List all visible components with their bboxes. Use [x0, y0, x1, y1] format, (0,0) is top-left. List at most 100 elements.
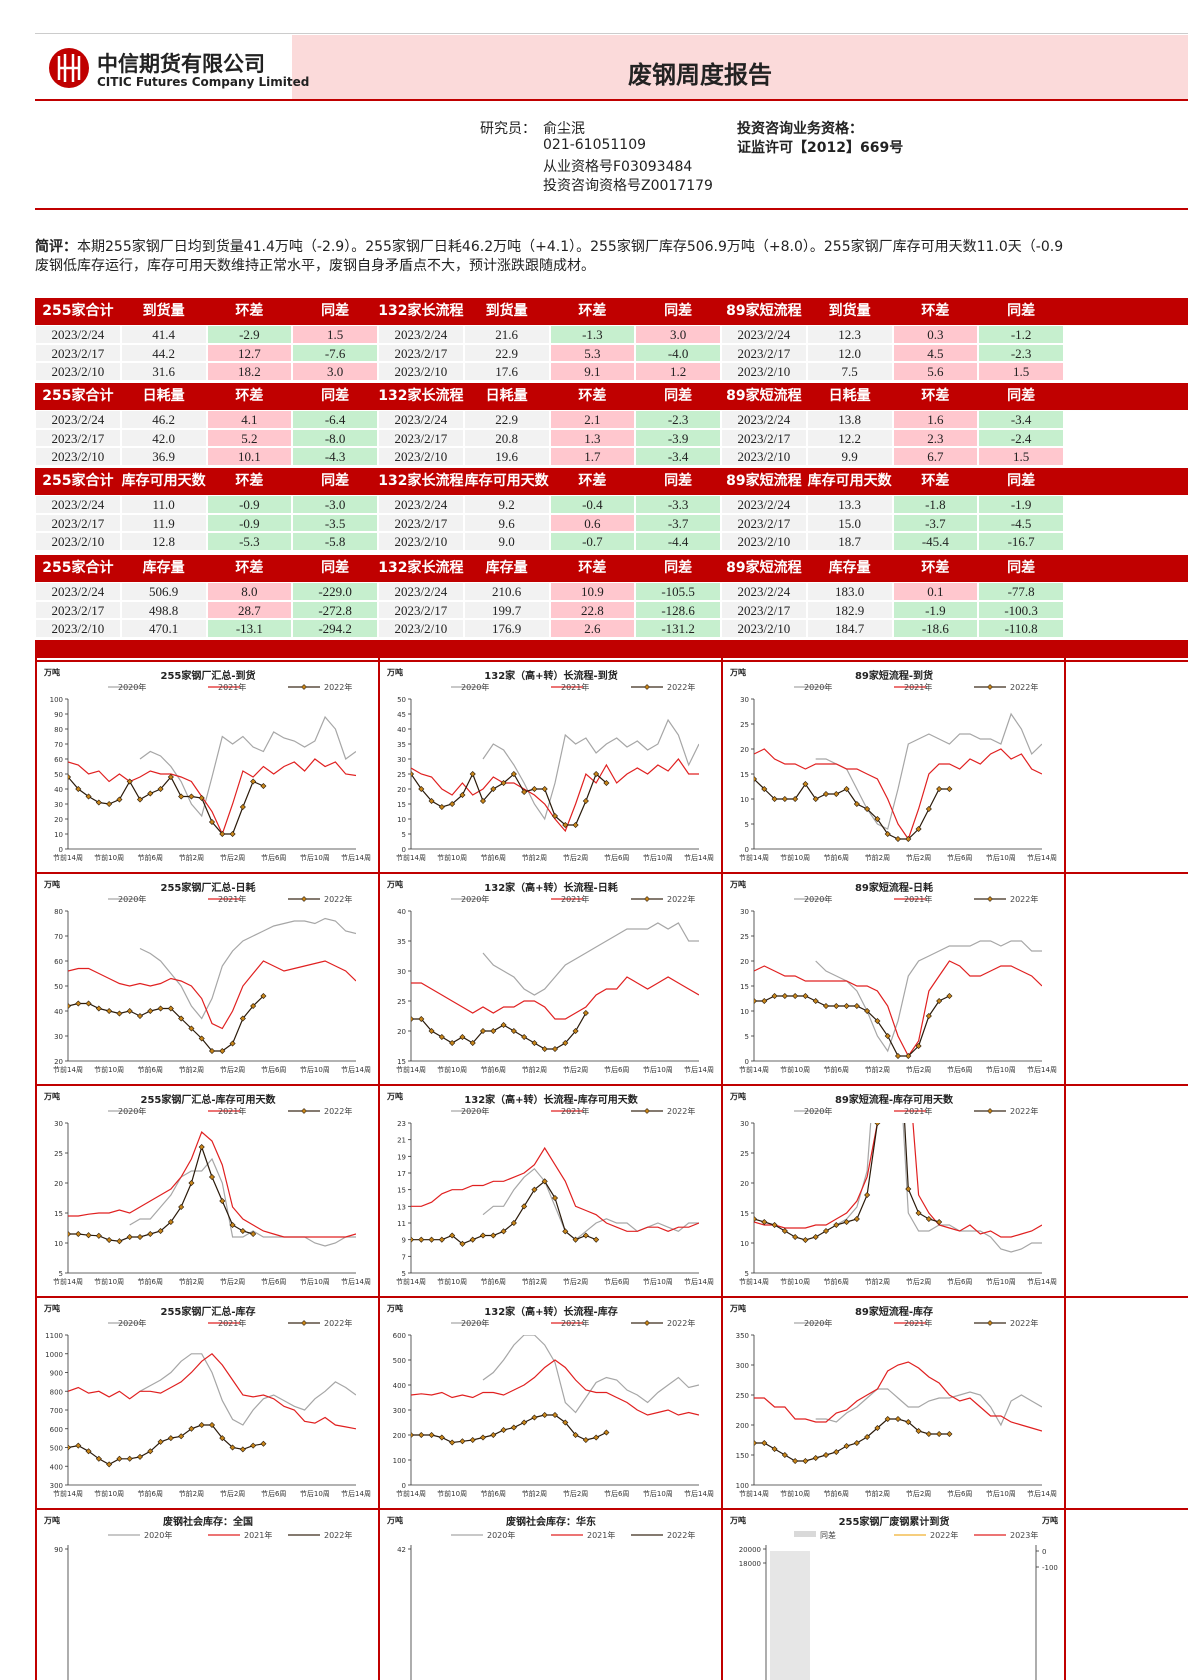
series-marker: [905, 1185, 912, 1193]
y-tick-label: 900: [50, 1370, 63, 1378]
series-line: [411, 1180, 597, 1245]
legend-label: 2022年: [1010, 1318, 1038, 1328]
series-marker: [116, 1455, 123, 1462]
legend-label: 2021年: [904, 1318, 932, 1328]
legend-label: 2022年: [667, 1318, 695, 1328]
table-cell: 2023/2/10: [35, 447, 121, 466]
table-cell: 2023/2/10: [721, 532, 807, 551]
series-marker: [603, 1429, 610, 1436]
x-tick-label: 节前10周: [437, 1277, 467, 1286]
x-tick-label: 节后14周: [341, 853, 371, 862]
chart-unit: 万吨: [729, 1303, 746, 1313]
series-marker: [771, 992, 778, 1000]
series-marker: [85, 1000, 92, 1007]
table-cell: 5.3: [549, 343, 636, 362]
y-tick-label: 50: [54, 983, 63, 991]
table-cell: -2.3: [635, 410, 721, 429]
chart-title: 废钢社会库存：华东: [506, 1515, 596, 1528]
table-cell: -110.8: [978, 619, 1064, 638]
legend-label: 2021年: [218, 1106, 246, 1116]
series-marker: [812, 997, 819, 1005]
series-marker: [85, 1448, 92, 1455]
series-marker: [572, 1236, 579, 1243]
x-tick-label: 节后14周: [684, 853, 714, 862]
table-cell: 2023/2/24: [35, 325, 121, 344]
x-tick-label: 节后6周: [947, 853, 972, 862]
chart-divider: [721, 658, 723, 1680]
x-tick-label: 节后10周: [643, 853, 673, 862]
series-marker: [915, 825, 922, 833]
x-tick-label: 节前6周: [824, 1277, 849, 1286]
chart-title: 132家（高+转）长流程-库存: [484, 1305, 617, 1318]
x-tick-label: 节后10周: [643, 1489, 673, 1498]
chart-divider: [35, 1084, 1188, 1086]
table-cell: 1.5: [978, 447, 1064, 466]
table-cell: 9.2: [463, 495, 550, 514]
y-tick-label: 20: [397, 786, 406, 794]
table-cell: -16.7: [978, 532, 1064, 551]
y-tick-label: 20: [54, 816, 63, 824]
series-marker: [864, 1191, 871, 1199]
metric-label: 库存可用天数: [121, 473, 206, 489]
series-marker: [521, 788, 528, 796]
chart-divider: [35, 660, 1188, 662]
legend-marker: [301, 1108, 307, 1114]
table-header-bar: [35, 468, 1188, 495]
table-cell: 4.1: [206, 410, 293, 429]
x-tick-label: 节后14周: [341, 1065, 371, 1074]
table-cell: -4.4: [635, 532, 721, 551]
series-marker: [147, 1448, 154, 1455]
table-cell: 9.9: [806, 447, 893, 466]
x-tick-label: 节后14周: [341, 1277, 371, 1286]
table-cell: 199.7: [463, 600, 550, 619]
series-marker: [833, 1002, 840, 1010]
table-cell: -294.2: [292, 619, 378, 638]
top-border: [35, 33, 1188, 34]
series-marker: [147, 1007, 154, 1015]
table-cell: 41.4: [120, 325, 207, 344]
table-cell: -3.4: [635, 447, 721, 466]
series-marker: [531, 1186, 538, 1193]
series-marker: [582, 797, 589, 805]
series-marker: [562, 1228, 569, 1235]
x-tick-label: 节前10周: [437, 853, 467, 862]
chart-divider: [35, 872, 1188, 874]
x-tick-label: 节前2周: [179, 1277, 204, 1286]
series-marker: [843, 1002, 850, 1010]
y-tick-label: 300: [736, 1362, 749, 1370]
chart-unit: 万吨: [386, 667, 403, 677]
series-marker: [812, 1454, 819, 1462]
table-cell: 12.7: [206, 343, 293, 362]
col-header: 同差: [321, 560, 350, 576]
y-tick-label: 90: [54, 711, 63, 719]
legend-label: 2022年: [667, 1530, 695, 1540]
series-line: [815, 712, 1042, 830]
table-cell: 2023/2/10: [721, 447, 807, 466]
y-tick-label: 15: [740, 771, 749, 779]
x-tick-label: 节前2周: [522, 1489, 547, 1498]
table-cell: -3.0: [292, 495, 378, 514]
y-tick-label: 23: [397, 1120, 406, 1128]
series-marker: [551, 1411, 559, 1419]
x-tick-label: 节前10周: [94, 853, 124, 862]
series-marker: [936, 1430, 943, 1438]
legend-label: 2022年: [667, 894, 695, 904]
legend-label: 2020年: [118, 1318, 146, 1328]
y-tick-label: 21: [397, 1137, 406, 1145]
x-tick-label: 节后14周: [1027, 1277, 1057, 1286]
series-marker: [147, 790, 154, 797]
series-line: [411, 758, 699, 833]
col-header: 同差: [321, 303, 350, 319]
y-tick-label: 20: [397, 1028, 406, 1036]
x-tick-label: 节后10周: [300, 853, 330, 862]
y-tick-label: 400: [393, 1382, 406, 1390]
metric-label: 库存量: [828, 560, 871, 576]
series-marker: [812, 1233, 819, 1241]
y-tick-label: 50: [397, 696, 406, 704]
y-tick-label: 25: [740, 1150, 749, 1158]
table-cell: 2023/2/17: [378, 343, 464, 362]
y2-tick-label: -100: [1042, 1564, 1058, 1572]
legend-label: 2021年: [904, 682, 932, 692]
legend-label: 2020年: [461, 894, 489, 904]
